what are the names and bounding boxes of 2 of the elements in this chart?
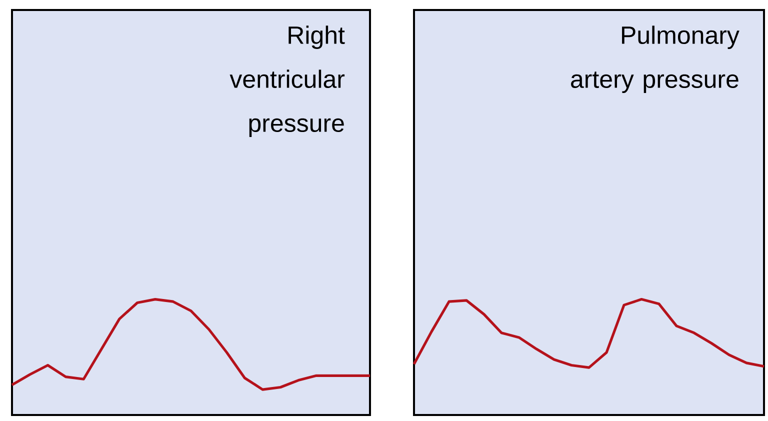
chart-title: Pulmonary artery pressure	[571, 26, 740, 93]
chart-title: Right ventricular pressure	[230, 26, 345, 137]
